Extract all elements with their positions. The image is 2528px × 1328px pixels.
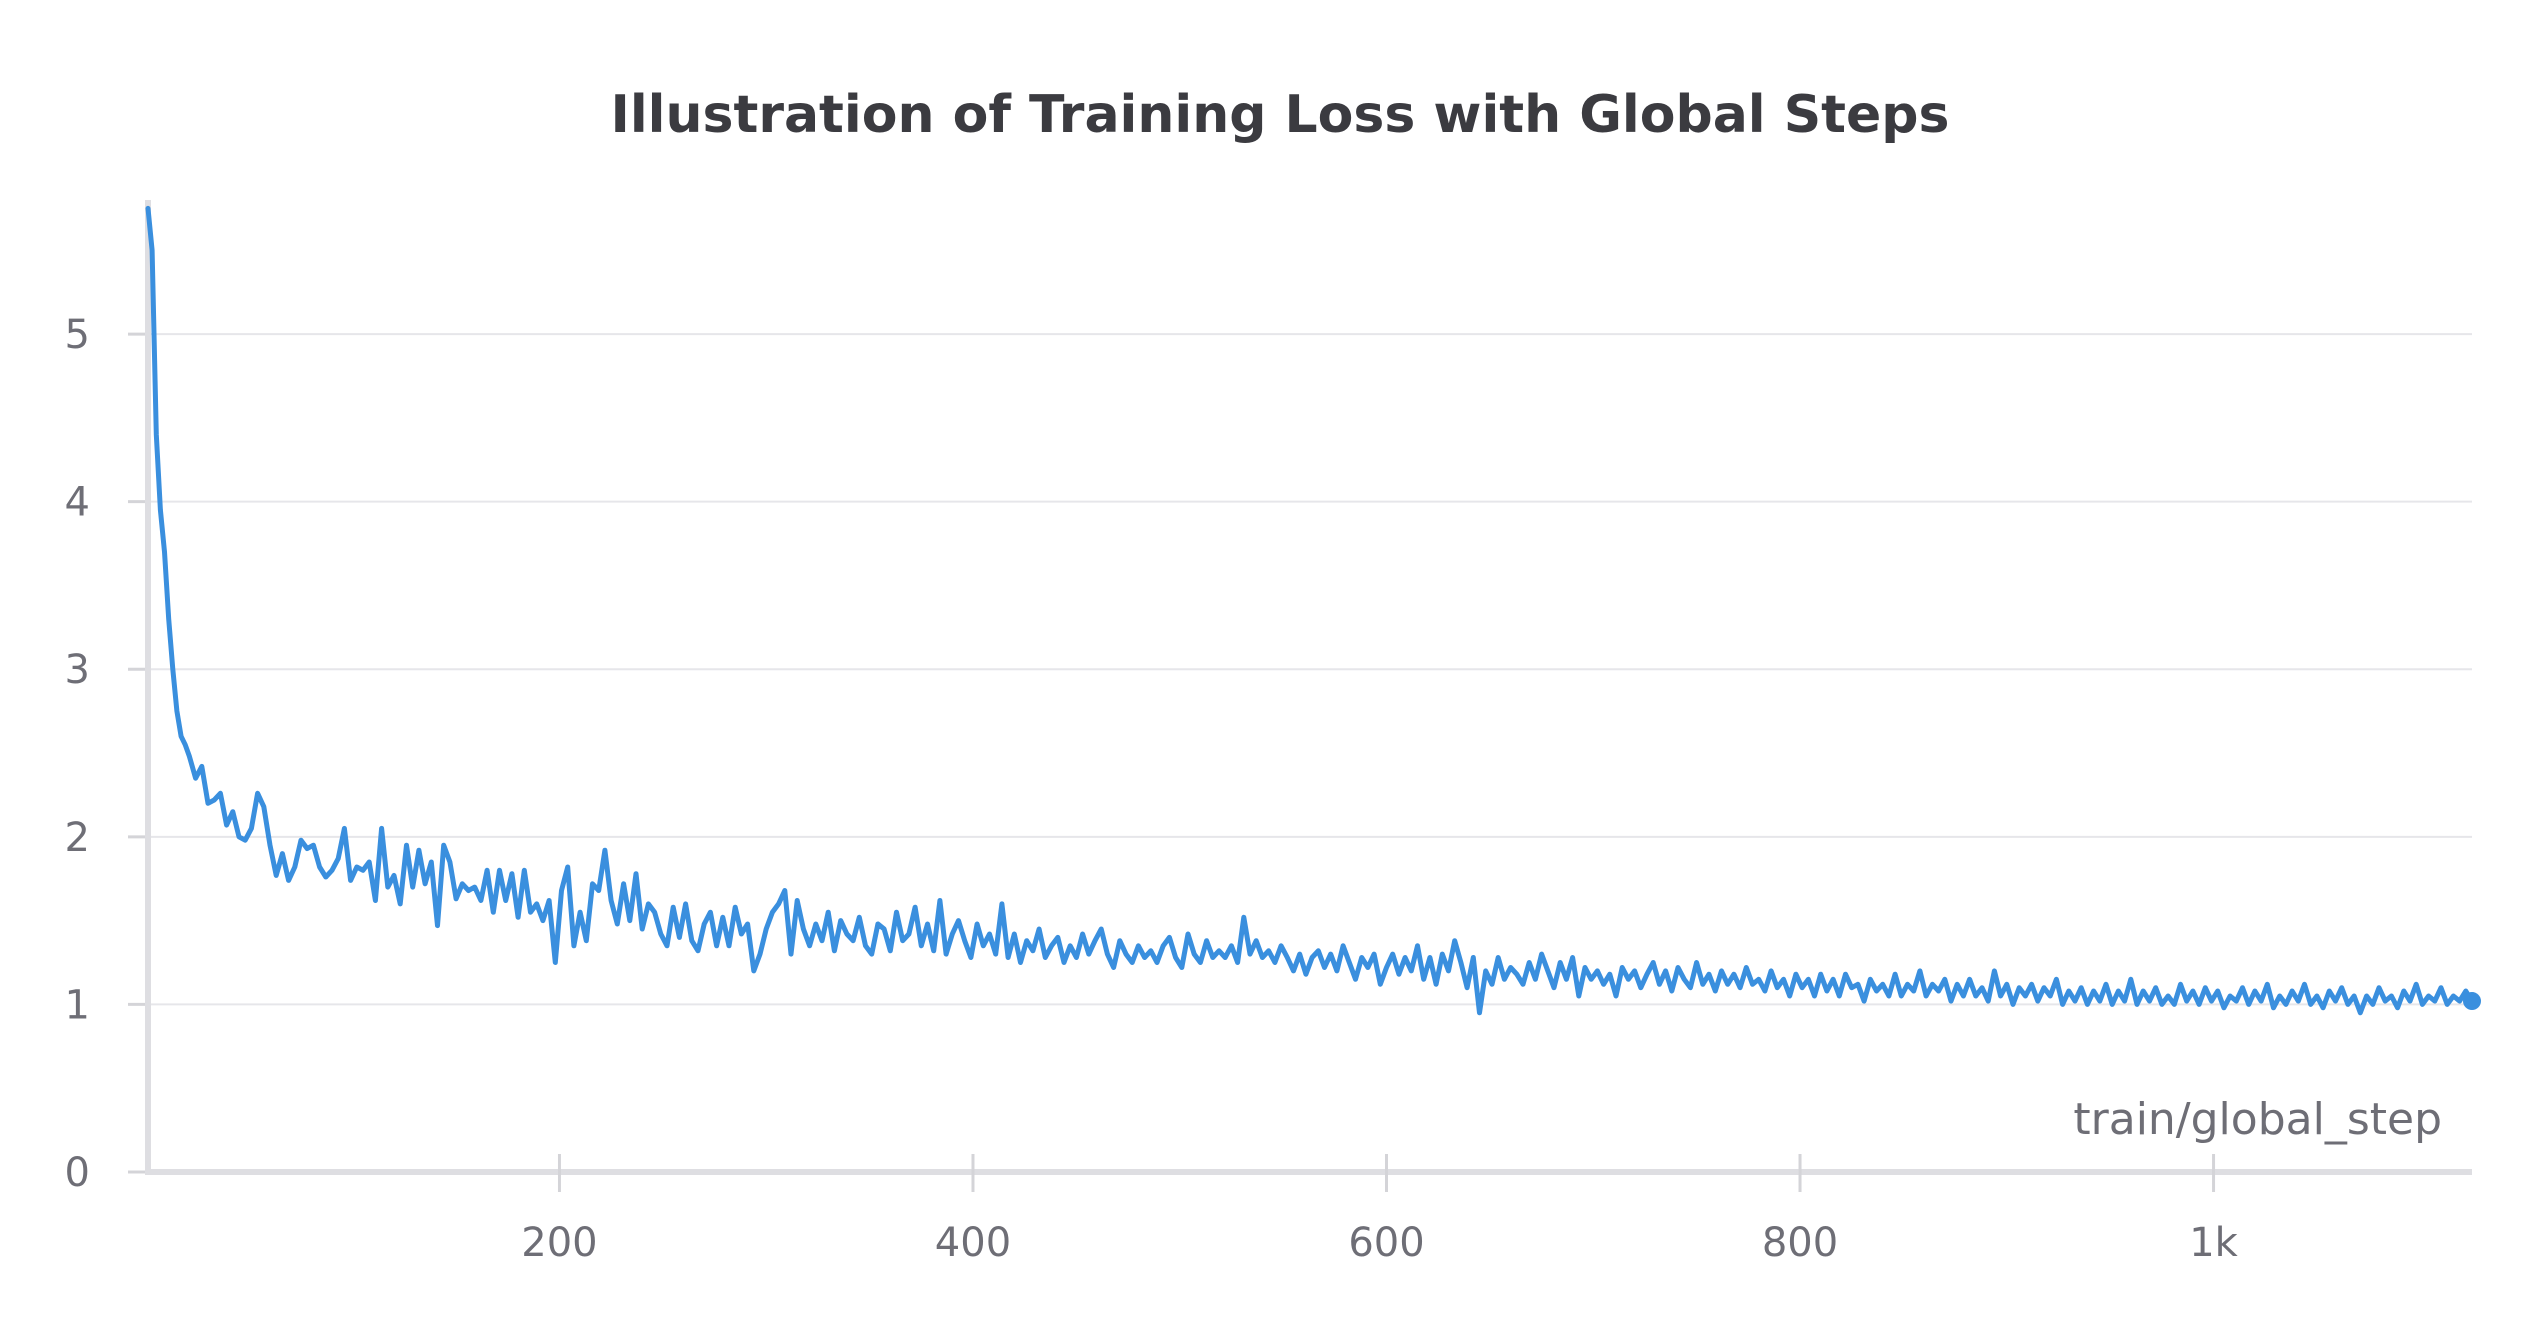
y-tick-label: 2: [65, 815, 90, 861]
y-tick-label: 0: [65, 1150, 90, 1196]
axes: 0 1 2 3 4 5 200 400 600 800 1k: [65, 200, 2472, 1266]
y-tick-label: 5: [65, 312, 90, 358]
x-tick-label: 1k: [2189, 1220, 2238, 1266]
y-tick-label: 4: [65, 480, 90, 526]
loss-series-line: [145, 205, 2475, 1016]
y-tick-label: 3: [65, 647, 90, 693]
series-end-point: [2463, 992, 2481, 1011]
x-tick-label: 200: [521, 1220, 597, 1266]
y-tick-label: 1: [65, 982, 90, 1028]
x-tick-label: 600: [1348, 1220, 1424, 1266]
series-layer: [145, 205, 2481, 1016]
x-tick-label: 800: [1762, 1220, 1838, 1266]
x-tick-label: 400: [935, 1220, 1011, 1266]
x-axis-label: train/global_step: [2073, 1094, 2442, 1145]
grid-lines: [148, 333, 2472, 1006]
chart-title: Illustration of Training Loss with Globa…: [611, 85, 1950, 145]
